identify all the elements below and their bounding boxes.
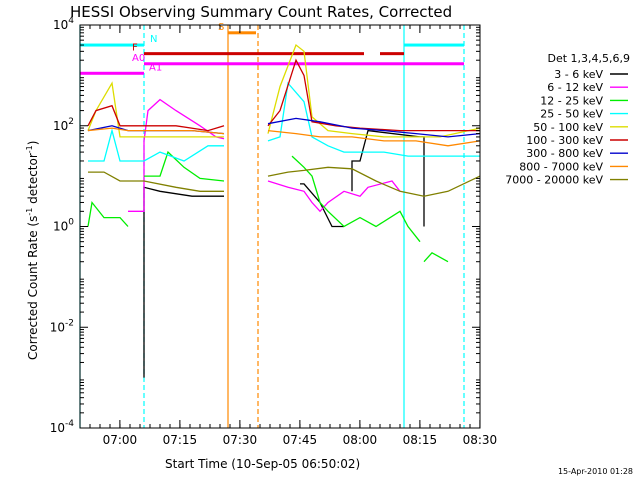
y-tick-label-3: 10-2 [50, 318, 74, 334]
series-6-line-1 [267, 117, 481, 138]
state-label-a0: A0 [132, 53, 145, 64]
chart-title: HESSI Observing Summary Count Rates, Cor… [70, 3, 452, 21]
series-2-line-0 [87, 200, 129, 227]
legend-item-5: 100 - 300 keV [526, 134, 603, 147]
series-2-line-2 [291, 155, 421, 243]
x-tick-label-2: 07:30 [223, 433, 258, 447]
x-tick-label-4: 08:00 [343, 433, 378, 447]
state-label-n: N [150, 34, 157, 45]
timestamp: 15-Apr-2010 01:28 [558, 467, 633, 476]
series-5-line-1 [267, 58, 480, 132]
series-1-line-1 [267, 180, 401, 213]
y-tick-label-1: 102 [53, 117, 74, 133]
state-bar-a0-0 [144, 62, 464, 66]
legend-item-1: 6 - 12 keV [547, 81, 603, 94]
x-tick-label-6: 08:30 [463, 433, 498, 447]
series-4-line-1 [267, 43, 481, 138]
y-tick-label-0: 104 [53, 16, 74, 32]
series-8-line-1 [267, 166, 481, 197]
series-0-line-2 [351, 129, 425, 227]
state-bar-s-0 [228, 31, 256, 35]
y-tick-label-2: 100 [53, 218, 74, 234]
series-8-line-0 [88, 171, 224, 192]
state-label-a1: A1 [149, 62, 162, 73]
state-bar-f-1 [380, 52, 404, 56]
legend-item-0: 3 - 6 keV [554, 68, 603, 81]
state-bar-a1-0 [80, 71, 144, 75]
series-2-line-3 [423, 251, 449, 263]
series-5-line-0 [87, 104, 225, 132]
series-0-line-0 [143, 186, 224, 378]
x-tick-label-5: 08:15 [403, 433, 438, 447]
series-4-line-0 [87, 81, 224, 138]
state-label-s: S [218, 22, 224, 33]
state-label-f: F [132, 43, 138, 54]
legend-item-8: 7000 - 20000 keV [505, 174, 603, 187]
y-tick-label-4: 10-4 [50, 419, 75, 435]
series-2-line-1 [144, 150, 225, 182]
legend-title: Det 1,3,4,5,6,9 [547, 52, 630, 65]
x-tick-label-3: 07:45 [283, 433, 318, 447]
series-7-line-1 [267, 129, 481, 147]
legend-item-4: 50 - 100 keV [533, 121, 603, 134]
state-bar-f-0 [144, 52, 364, 56]
x-tick-label-0: 07:00 [103, 433, 138, 447]
y-axis-label: Corrected Count Rate (s-1 detector-1) [25, 141, 40, 360]
x-axis-label: Start Time (10-Sep-05 06:50:02) [165, 457, 360, 471]
state-bar-n-1 [404, 43, 464, 47]
legend-item-2: 12 - 25 keV [540, 94, 603, 107]
state-bar-n-0 [80, 43, 144, 47]
legend-item-3: 25 - 50 keV [540, 108, 603, 121]
series-1-line-0 [128, 98, 225, 212]
plot-area: N S FA0 A1 104 102 100 10-2 10-4 07:00 07:15 07:30 0… [50, 16, 497, 447]
x-tick-label-1: 07:15 [163, 433, 198, 447]
series-3-line-1 [267, 81, 480, 157]
series-3-line-0 [88, 128, 224, 162]
legend-item-6: 300 - 800 keV [526, 147, 603, 160]
legend-item-7: 800 - 7000 keV [519, 160, 603, 173]
series-7-line-0 [87, 127, 225, 135]
